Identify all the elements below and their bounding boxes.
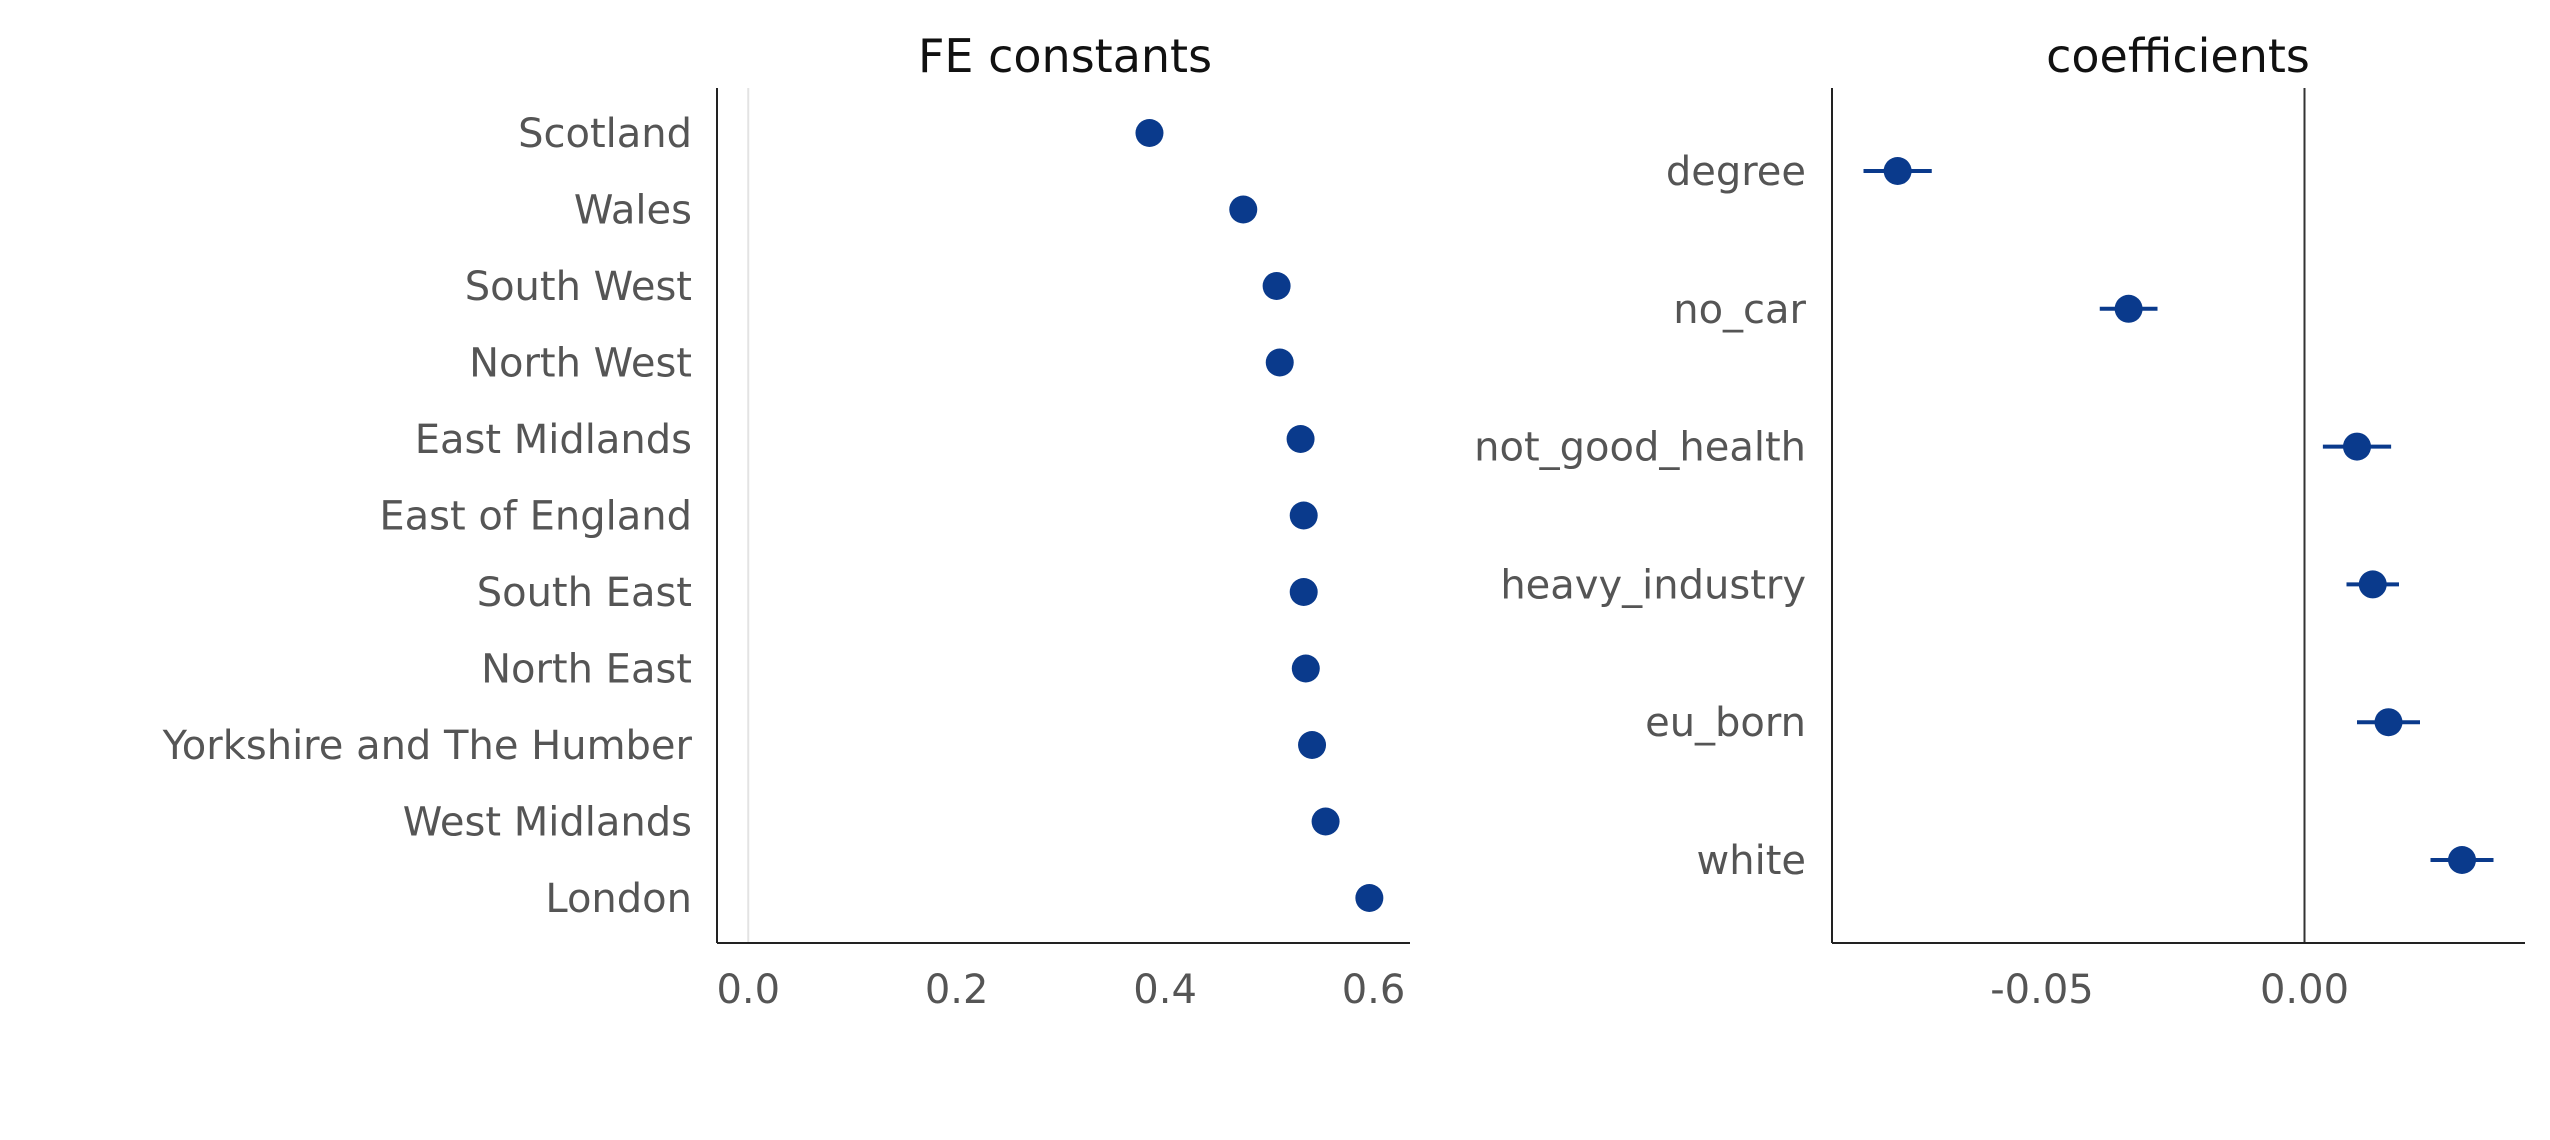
point-north-west	[1265, 348, 1294, 377]
category-label-no-car: no_car	[1673, 287, 1806, 333]
x-tick-label: 0.00	[2260, 967, 2349, 1013]
axes	[716, 88, 1410, 944]
points	[1135, 119, 1384, 912]
category-label-south-west: South West	[465, 264, 692, 310]
point-no-car	[2114, 294, 2143, 323]
category-label-london: London	[545, 876, 692, 922]
category-label-heavy-industry: heavy_industry	[1500, 562, 1806, 608]
point-east-of-england	[1289, 501, 1318, 530]
category-labels: Scotland Wales South West North West East Mi…	[162, 111, 693, 922]
x-ticks: -0.05 0.00	[1990, 967, 2349, 1013]
x-tick-label: -0.05	[1990, 967, 2094, 1013]
x-tick-label: 0.2	[925, 967, 989, 1013]
point-south-east	[1289, 578, 1318, 606]
point-scotland	[1135, 119, 1164, 147]
category-label-east-midlands: East Midlands	[415, 417, 692, 463]
x-tick-label: 0.6	[1342, 967, 1406, 1013]
category-label-white: white	[1697, 838, 1806, 884]
point-degree	[1883, 157, 1912, 185]
category-label-scotland: Scotland	[518, 111, 692, 157]
category-label-degree: degree	[1666, 149, 1806, 195]
point-west-midlands	[1311, 807, 1340, 836]
point-south-west	[1262, 272, 1291, 300]
axes	[1831, 88, 2525, 944]
category-label-not-good-health: not_good_health	[1474, 425, 1806, 471]
point-eu-born	[2374, 708, 2403, 737]
category-label-wales: Wales	[574, 188, 692, 234]
panel-title-fe-constants: FE constants	[918, 29, 1212, 83]
category-labels: degree no_car not_good_health heavy_industr…	[1474, 149, 1806, 884]
point-white	[2448, 846, 2476, 874]
panel-coefficients: coefficients degree no_car not_good_health…	[1474, 29, 2525, 1013]
category-label-north-west: North West	[469, 341, 692, 387]
category-label-east-of-england: East of England	[379, 494, 692, 540]
category-label-south-east: South East	[477, 570, 692, 616]
category-label-west-midlands: West Midlands	[403, 800, 692, 846]
x-tick-label: 0.4	[1133, 967, 1197, 1013]
points	[1863, 157, 2494, 874]
point-north-east	[1291, 654, 1320, 683]
point-yorkshire-and-the-humber	[1298, 731, 1327, 759]
point-not-good-health	[2343, 432, 2371, 461]
point-wales	[1229, 195, 1258, 224]
panel-fe-constants: FE constants Scotland Wales South West Nort…	[162, 29, 1410, 1013]
point-london	[1355, 884, 1384, 912]
x-ticks: 0.0 0.2 0.4 0.6	[716, 967, 1405, 1013]
panel-title-coefficients: coefficients	[2046, 29, 2310, 83]
x-tick-label: 0.0	[716, 967, 780, 1013]
point-heavy-industry	[2358, 570, 2387, 599]
point-east-midlands	[1286, 425, 1315, 453]
category-label-eu-born: eu_born	[1645, 700, 1806, 746]
category-label-north-east: North East	[481, 647, 692, 693]
category-label-yorkshire-and-the-humber: Yorkshire and The Humber	[162, 723, 693, 769]
